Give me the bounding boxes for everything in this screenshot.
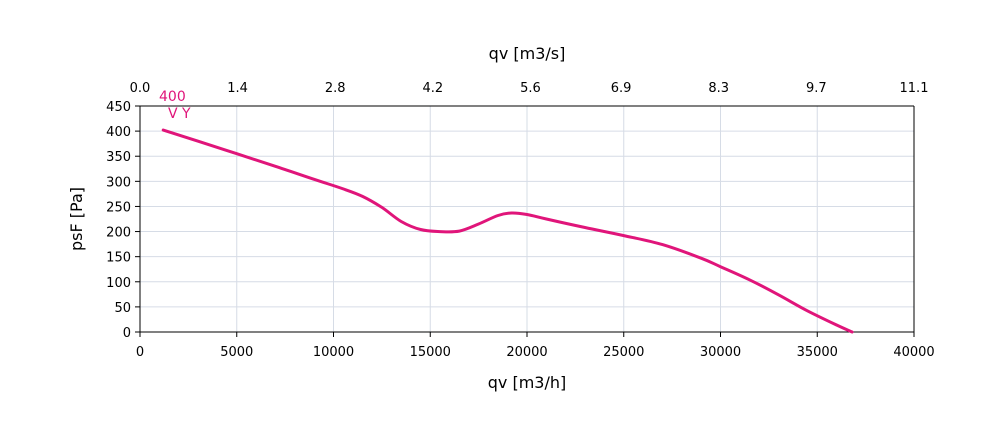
- y-tick-label: 300: [106, 175, 131, 190]
- x-tick-label: 30000: [700, 345, 741, 360]
- x-tick-label: 25000: [603, 345, 644, 360]
- x2-tick-label: 9.7: [806, 81, 827, 96]
- x2-tick-label: 5.6: [520, 81, 541, 96]
- x2-tick-label: 1.4: [227, 81, 248, 96]
- curve-value-label: 400: [159, 89, 186, 105]
- x2-tick-label: 6.9: [611, 81, 632, 96]
- x-tick-label: 20000: [506, 345, 547, 360]
- y-tick-label: 400: [106, 125, 131, 140]
- y-tick-label: 0: [123, 326, 131, 341]
- x-tick-label: 5000: [220, 345, 253, 360]
- x-tick-label: 40000: [893, 345, 934, 360]
- x-tick-label: 35000: [797, 345, 838, 360]
- y-tick-label: 50: [114, 301, 131, 316]
- ticks-layer: 0 5000 10000 15000 20000 25000 30000 35000 40000…: [106, 81, 935, 360]
- y-tick-label: 250: [106, 200, 131, 215]
- y-tick-label: 100: [106, 276, 131, 291]
- x2-tick-label: 11.1: [900, 81, 929, 96]
- x-tick-label: 0: [136, 345, 144, 360]
- x-tick-label: 15000: [410, 345, 451, 360]
- y-tick-label: 450: [106, 100, 131, 115]
- top-axis-title: qv [m3/s]: [489, 44, 566, 63]
- x2-tick-label: 8.3: [708, 81, 729, 96]
- x2-tick-label: 4.2: [423, 81, 444, 96]
- x2-tick-label: 0.0: [130, 81, 151, 96]
- series-layer: [161, 128, 854, 334]
- y-tick-label: 150: [106, 251, 131, 266]
- curve-name-label: V Y: [168, 106, 191, 122]
- bottom-axis-title: qv [m3/h]: [488, 373, 567, 392]
- fan-curve-line: [161, 128, 854, 334]
- x-tick-label: 10000: [313, 345, 354, 360]
- y-tick-label: 200: [106, 226, 131, 241]
- left-axis-title: psF [Pa]: [67, 187, 86, 251]
- grid-layer: [140, 106, 914, 332]
- y-tick-label: 350: [106, 150, 131, 165]
- x2-tick-label: 2.8: [325, 81, 346, 96]
